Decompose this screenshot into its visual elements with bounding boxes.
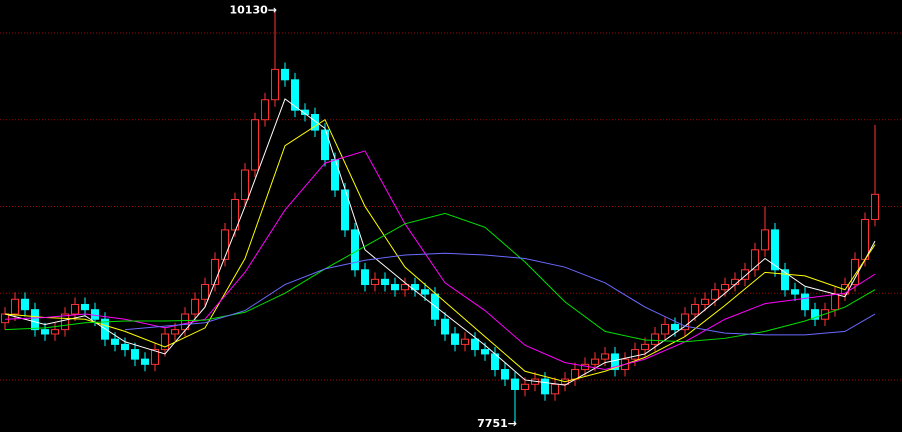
candle-body	[291, 79, 299, 111]
candle-body	[711, 289, 719, 300]
candle-body	[471, 338, 479, 351]
candle-body	[721, 284, 729, 291]
candle-body	[641, 343, 649, 351]
extreme-label: 10130→	[230, 3, 278, 16]
candle-body	[141, 358, 149, 365]
moving-average-line	[4, 150, 876, 371]
candle-body	[281, 68, 289, 81]
candle-body	[851, 258, 859, 286]
candle-body	[401, 284, 409, 291]
candle-body	[331, 159, 339, 191]
candle-body	[411, 284, 419, 291]
candle-body	[251, 119, 259, 171]
candle-body	[111, 338, 119, 345]
moving-average-line	[4, 98, 876, 386]
candle-body	[751, 249, 759, 271]
candle-body	[381, 278, 389, 286]
candle-body	[781, 269, 789, 291]
candle-body	[81, 303, 89, 311]
candle-body	[551, 383, 559, 395]
candle-body	[31, 309, 39, 331]
candle-body	[591, 358, 599, 365]
candle-body	[541, 378, 549, 395]
candle-body	[511, 378, 519, 390]
candle-body	[811, 309, 819, 320]
moving-average-line	[124, 252, 876, 336]
candle-body	[611, 353, 619, 371]
candle-body	[761, 229, 769, 251]
candle-body	[831, 293, 839, 311]
candle-body	[131, 349, 139, 360]
candle-body	[461, 338, 469, 345]
candle-body	[241, 169, 249, 201]
candle-body	[221, 229, 229, 260]
candle-body	[151, 349, 159, 365]
candle-body	[71, 303, 79, 315]
candle-body	[601, 353, 609, 360]
candle-body	[521, 383, 529, 390]
moving-average-line	[4, 118, 876, 383]
candle-body	[1, 313, 9, 324]
candle-body	[11, 298, 19, 315]
candle-body	[421, 289, 429, 295]
candle-body	[161, 333, 169, 351]
candle-body	[121, 343, 129, 351]
candle-body	[861, 218, 869, 260]
candle-body	[651, 333, 659, 345]
candle-body	[41, 329, 49, 335]
candle-body	[311, 114, 319, 131]
candle-body	[371, 278, 379, 286]
moving-average-line	[4, 212, 876, 343]
candle-body	[51, 329, 59, 335]
candle-body	[91, 309, 99, 320]
candle-body	[61, 313, 69, 331]
candle-body	[181, 313, 189, 331]
candle-body	[741, 269, 749, 280]
extreme-label: 7751→	[477, 417, 517, 430]
candle-body	[791, 289, 799, 295]
candle-body	[231, 199, 239, 231]
candle-body	[361, 269, 369, 286]
candle-body	[631, 349, 639, 360]
candle-body	[171, 329, 179, 335]
candle-body	[771, 229, 779, 271]
candle-body	[271, 68, 279, 101]
candle-body	[501, 369, 509, 380]
candle-body	[391, 284, 399, 291]
candle-body	[261, 99, 269, 121]
candle-body	[671, 323, 679, 331]
candle-body	[21, 298, 29, 311]
candle-body	[481, 349, 489, 355]
candle-body	[351, 229, 359, 271]
candle-body	[701, 298, 709, 305]
candle-body	[661, 323, 669, 335]
candle-body	[691, 303, 699, 315]
candle-body	[321, 129, 329, 161]
candle-body	[681, 313, 689, 331]
candle-body	[451, 333, 459, 345]
candle-body	[301, 109, 309, 116]
candle-body	[801, 293, 809, 311]
candle-body	[441, 318, 449, 335]
candle-body	[191, 298, 199, 315]
candle-body	[871, 193, 879, 220]
candle-body	[201, 284, 209, 300]
